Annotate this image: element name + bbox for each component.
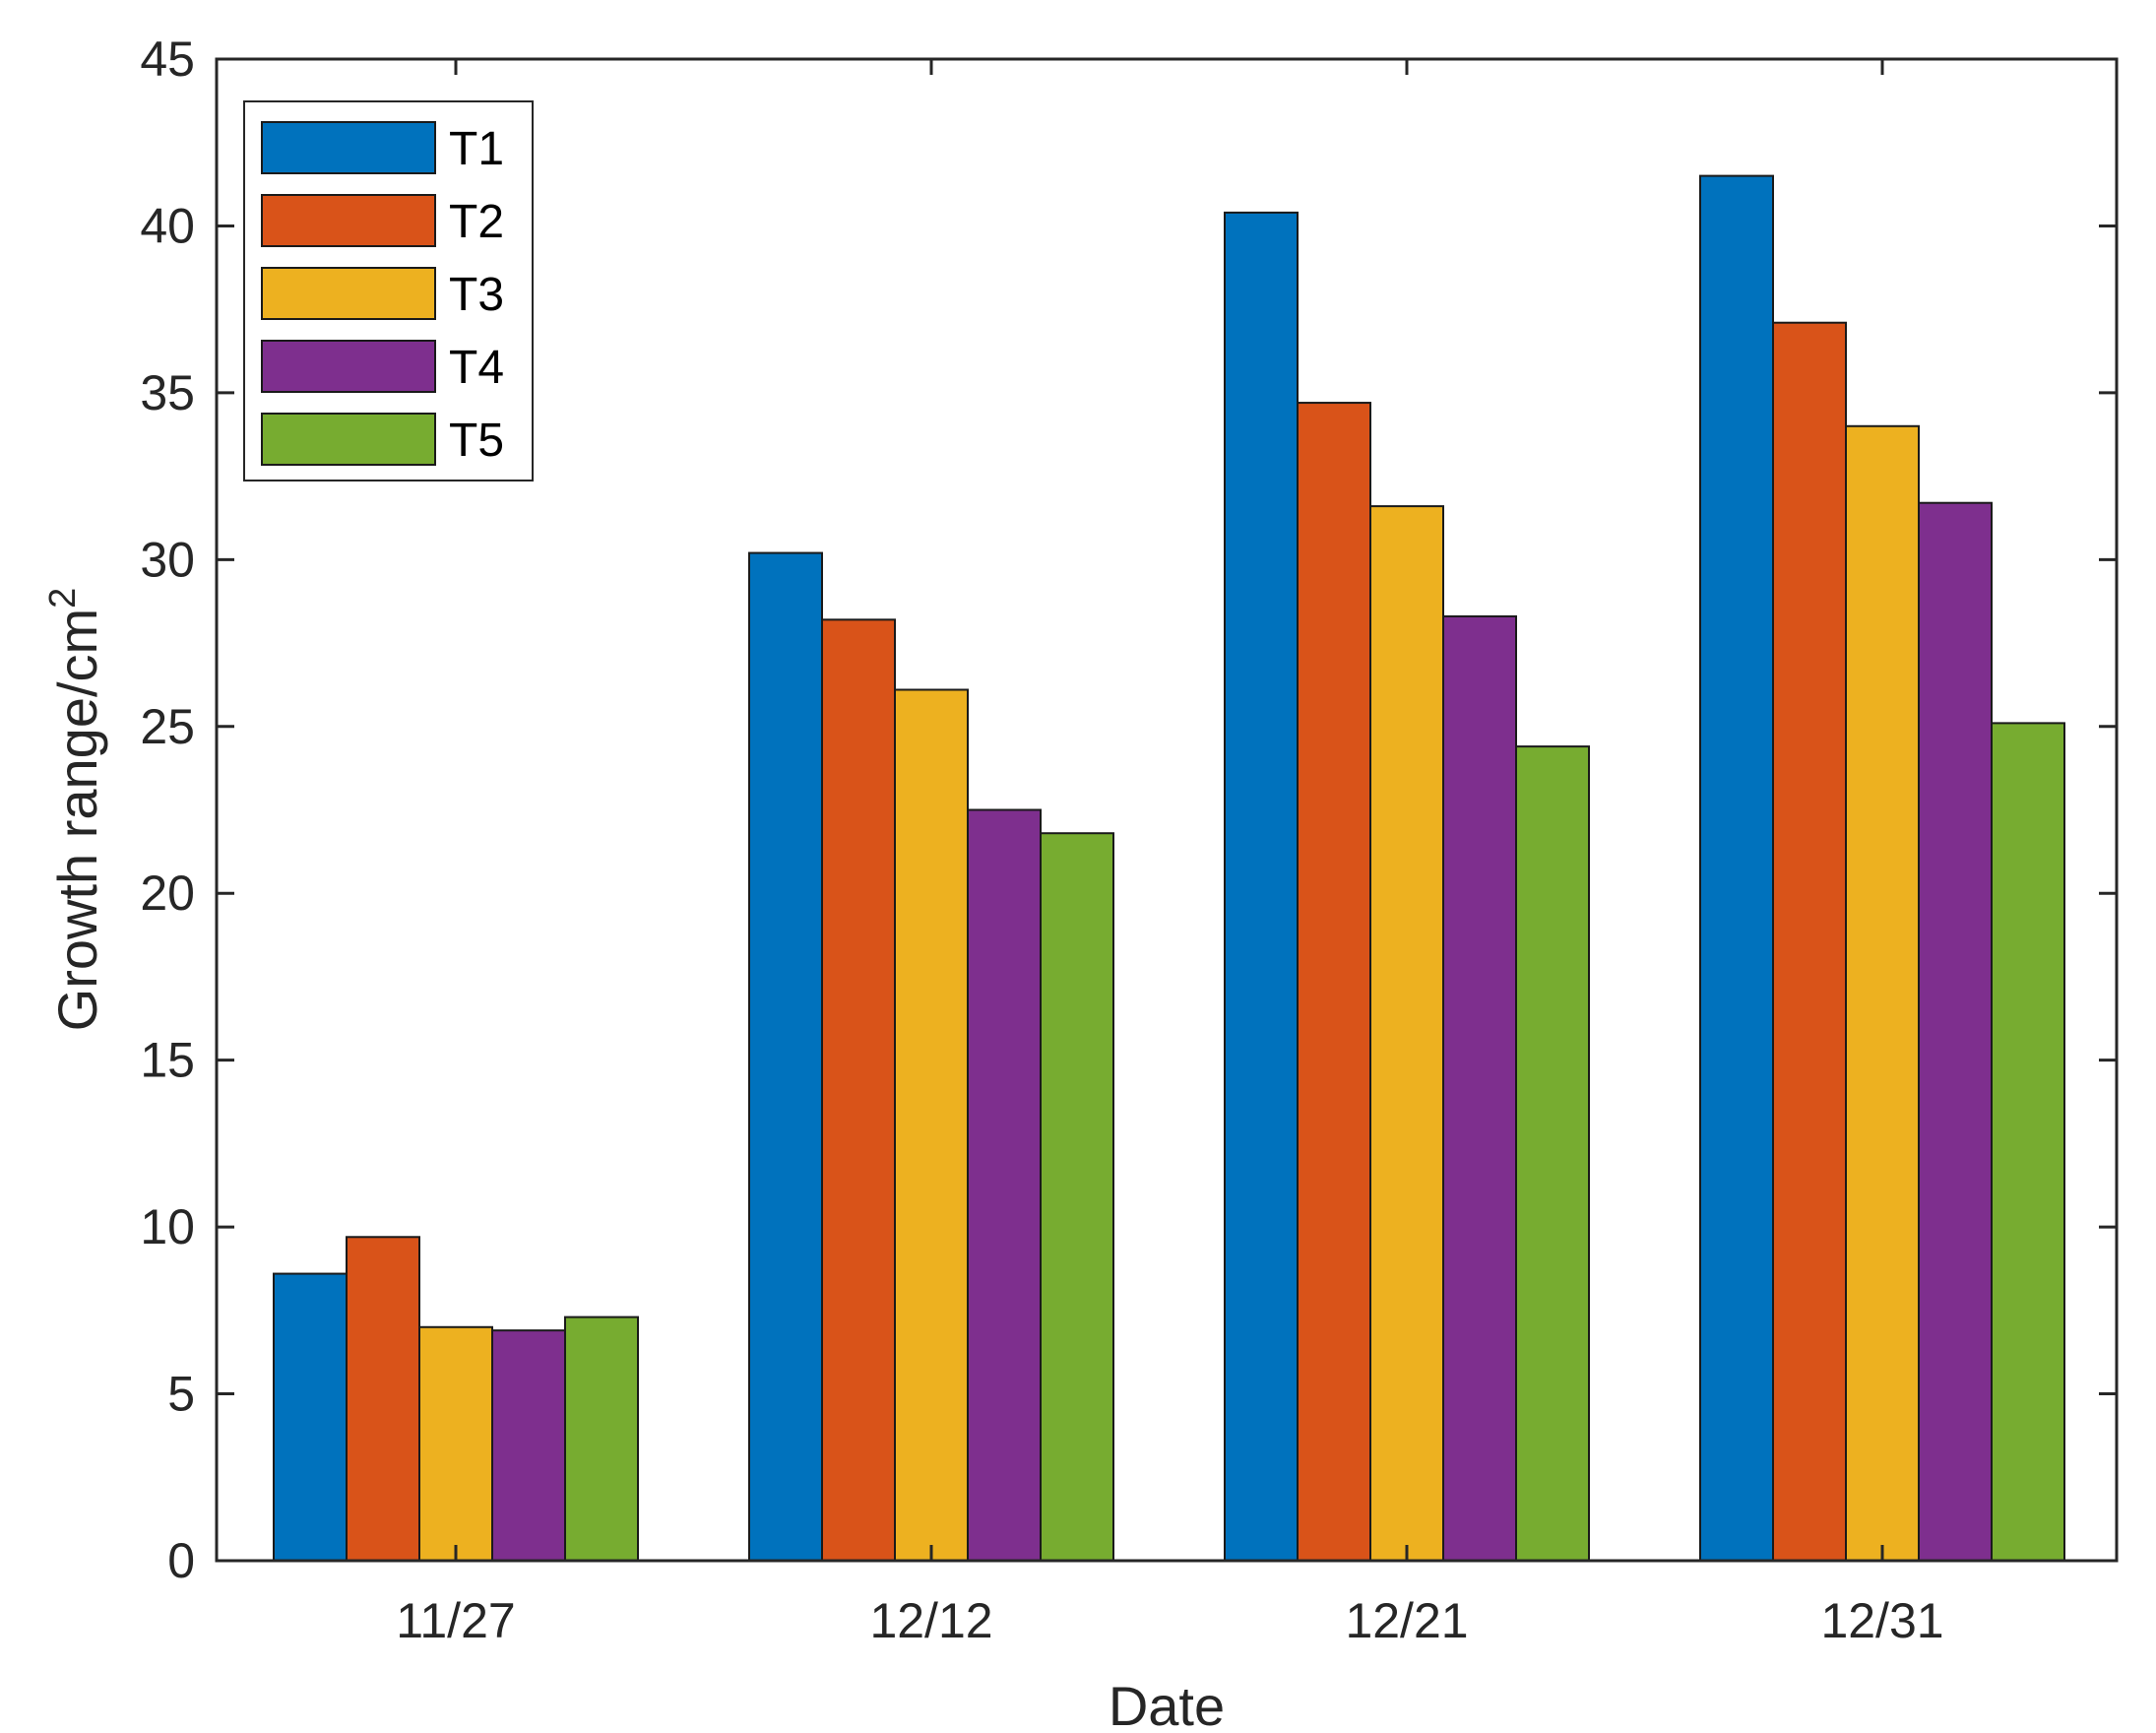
y-tick-label: 10 bbox=[140, 1199, 195, 1254]
y-axis-title-superscript: 2 bbox=[42, 588, 84, 609]
y-axis-title-text: Growth range/cm bbox=[46, 609, 108, 1032]
legend-swatch-t4 bbox=[261, 340, 436, 393]
y-tick-label: 30 bbox=[140, 532, 195, 587]
bar-t5-2 bbox=[1515, 745, 1590, 1562]
legend: T1 T2 T3 T4 T5 bbox=[243, 100, 534, 481]
bars-group bbox=[273, 174, 2065, 1563]
bar-t1-0 bbox=[273, 1272, 348, 1562]
x-tick-label: 12/21 bbox=[1345, 1593, 1468, 1648]
bar-t2-0 bbox=[346, 1236, 420, 1563]
bar-t2-3 bbox=[1772, 321, 1847, 1563]
plot-frame bbox=[215, 57, 2119, 1563]
bar-t4-3 bbox=[1918, 501, 1993, 1563]
bar-t1-2 bbox=[1224, 211, 1299, 1562]
y-tick-label: 15 bbox=[140, 1033, 195, 1088]
y-tick-label: 5 bbox=[167, 1367, 195, 1422]
legend-swatch-t1 bbox=[261, 121, 436, 174]
bar-t3-2 bbox=[1369, 505, 1444, 1562]
y-tick-label: 25 bbox=[140, 699, 195, 754]
bar-t2-2 bbox=[1297, 402, 1371, 1562]
bar-t3-3 bbox=[1845, 424, 1920, 1562]
bar-t2-1 bbox=[821, 618, 896, 1562]
bar-t3-1 bbox=[894, 688, 969, 1562]
bar-t1-3 bbox=[1699, 174, 1774, 1563]
bar-t4-0 bbox=[491, 1329, 566, 1562]
y-tick-label: 40 bbox=[140, 198, 195, 253]
bar-t4-1 bbox=[967, 808, 1042, 1562]
bar-t1-1 bbox=[748, 551, 823, 1562]
legend-label-t1: T1 bbox=[449, 123, 504, 175]
y-tick-labels: 0 5 10 15 20 25 30 35 40 45 bbox=[140, 32, 195, 1588]
x-tick-labels: 11/27 12/12 12/21 12/31 bbox=[396, 1593, 1943, 1648]
legend-label-t5: T5 bbox=[449, 415, 504, 467]
legend-swatch-t3 bbox=[261, 267, 436, 320]
y-axis-title: Growth range/cm2 bbox=[42, 588, 108, 1032]
x-axis-title: Date bbox=[1109, 1675, 1225, 1733]
bar-t5-1 bbox=[1040, 832, 1114, 1562]
legend-swatch-t5 bbox=[261, 413, 436, 466]
y-tick-label: 45 bbox=[140, 32, 195, 87]
bar-t5-0 bbox=[564, 1316, 639, 1562]
bar-t3-0 bbox=[418, 1325, 493, 1563]
legend-swatch-t2 bbox=[261, 194, 436, 247]
legend-label-t2: T2 bbox=[449, 196, 504, 248]
y-tick-label: 35 bbox=[140, 365, 195, 420]
bar-t5-3 bbox=[1991, 722, 2065, 1562]
y-tick-label: 20 bbox=[140, 866, 195, 921]
legend-label-t4: T4 bbox=[449, 342, 504, 394]
x-tick-label: 11/27 bbox=[396, 1593, 515, 1648]
bar-t4-2 bbox=[1442, 614, 1517, 1562]
x-tick-label: 12/31 bbox=[1820, 1593, 1943, 1648]
y-tick-label: 0 bbox=[167, 1533, 195, 1588]
x-tick-label: 12/12 bbox=[869, 1593, 992, 1648]
legend-label-t3: T3 bbox=[449, 269, 504, 321]
